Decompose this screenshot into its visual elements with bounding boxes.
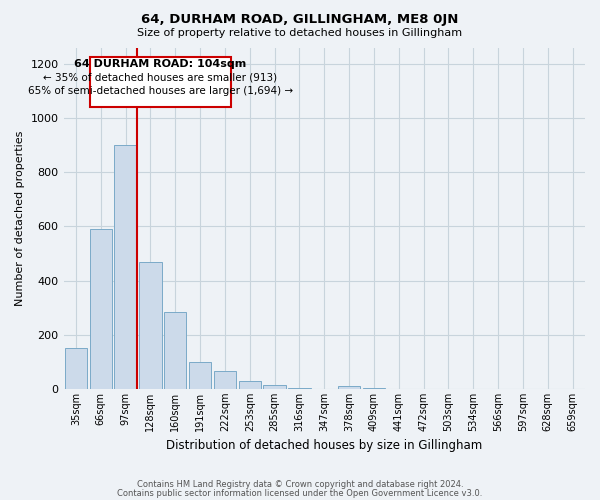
- Bar: [65, 348, 87, 389]
- Bar: [164, 312, 187, 389]
- Text: 64 DURHAM ROAD: 104sqm: 64 DURHAM ROAD: 104sqm: [74, 59, 247, 69]
- Text: 65% of semi-detached houses are larger (1,694) →: 65% of semi-detached houses are larger (…: [28, 86, 293, 96]
- Bar: [115, 145, 137, 389]
- Bar: [288, 388, 311, 389]
- Bar: [263, 385, 286, 389]
- Bar: [363, 388, 385, 389]
- Bar: [139, 262, 161, 389]
- Bar: [239, 381, 261, 389]
- Text: Size of property relative to detached houses in Gillingham: Size of property relative to detached ho…: [137, 28, 463, 38]
- Text: 64, DURHAM ROAD, GILLINGHAM, ME8 0JN: 64, DURHAM ROAD, GILLINGHAM, ME8 0JN: [142, 12, 458, 26]
- Bar: [189, 362, 211, 389]
- Bar: [89, 229, 112, 389]
- Text: ← 35% of detached houses are smaller (913): ← 35% of detached houses are smaller (91…: [43, 72, 277, 83]
- Bar: [338, 386, 360, 389]
- X-axis label: Distribution of detached houses by size in Gillingham: Distribution of detached houses by size …: [166, 440, 482, 452]
- Y-axis label: Number of detached properties: Number of detached properties: [15, 130, 25, 306]
- Bar: [214, 372, 236, 389]
- Text: Contains HM Land Registry data © Crown copyright and database right 2024.: Contains HM Land Registry data © Crown c…: [137, 480, 463, 489]
- FancyBboxPatch shape: [89, 57, 231, 107]
- Text: Contains public sector information licensed under the Open Government Licence v3: Contains public sector information licen…: [118, 488, 482, 498]
